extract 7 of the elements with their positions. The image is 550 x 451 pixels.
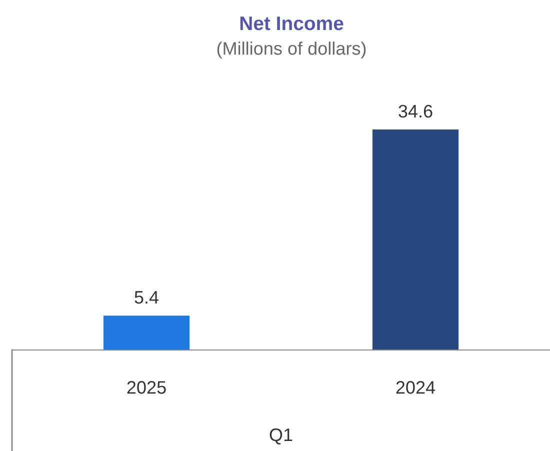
x-tick-label: 2024 <box>396 381 436 394</box>
chart-subtitle: (Millions of dollars) <box>217 42 366 58</box>
chart-title: Net Income <box>240 16 344 30</box>
data-label: 34.6 <box>398 104 432 118</box>
x-tick-label: 2025 <box>127 381 166 394</box>
data-label: 5.4 <box>134 291 159 304</box>
x-axis-title: Q1 <box>270 428 292 444</box>
